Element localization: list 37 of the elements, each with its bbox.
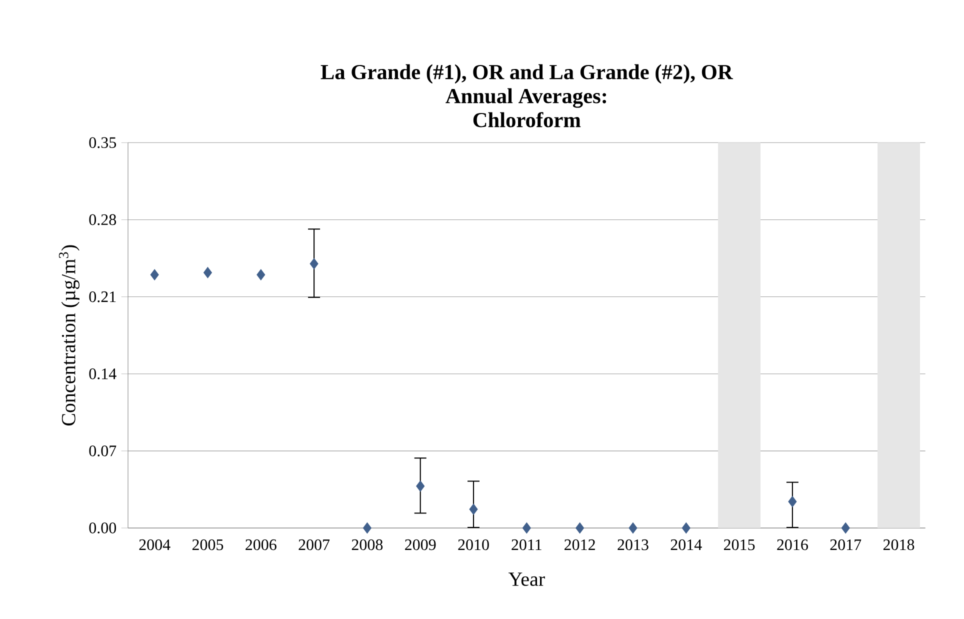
chart-title: La Grande (#1), OR and La Grande (#2), OR Annual Averages: Chloroform (320, 64, 734, 128)
point (628, 522, 638, 534)
x-tick-label: 2015 (724, 540, 755, 550)
y-tick-label: 0.14 (89, 368, 116, 380)
x-tick-label: 2006 (246, 540, 276, 550)
x-tick-label: 2009 (405, 540, 436, 550)
point (788, 496, 797, 508)
y-tick-label: 0.21 (89, 292, 116, 302)
x-tick-label: 2013 (618, 540, 648, 550)
y-axis-title: Concentration (µg/m$^{3}$) (58, 245, 80, 426)
point (256, 269, 266, 281)
point (150, 269, 159, 281)
x-tick-label: 2018 (883, 540, 914, 550)
y-tick-label: 0.00 (89, 522, 116, 534)
x-tick-label: 2004 (139, 540, 170, 550)
x-tick-label: 2012 (564, 540, 595, 550)
point (310, 258, 318, 270)
x-tick-label: 2011 (512, 540, 542, 550)
point (841, 522, 850, 534)
y-tick-label: 0.28 (89, 214, 116, 226)
y-tick-label: 0.35 (89, 137, 116, 148)
x-axis-title: Year (508, 572, 545, 586)
x-tick-label: 2007 (298, 540, 330, 550)
point (416, 480, 425, 492)
x-tick-label: 2016 (777, 540, 808, 550)
x-tick-label: 2008 (352, 540, 383, 550)
y-tick-label: 0.07 (89, 446, 116, 457)
point (203, 267, 212, 278)
point (682, 522, 690, 534)
x-tick-label: 2010 (458, 540, 489, 550)
point (469, 504, 478, 516)
point (576, 522, 584, 534)
x-tick-label: 2005 (192, 540, 224, 550)
point (362, 522, 372, 534)
x-tick-label: 2017 (830, 540, 862, 550)
point (522, 522, 531, 534)
x-tick-label: 2014 (670, 540, 702, 550)
